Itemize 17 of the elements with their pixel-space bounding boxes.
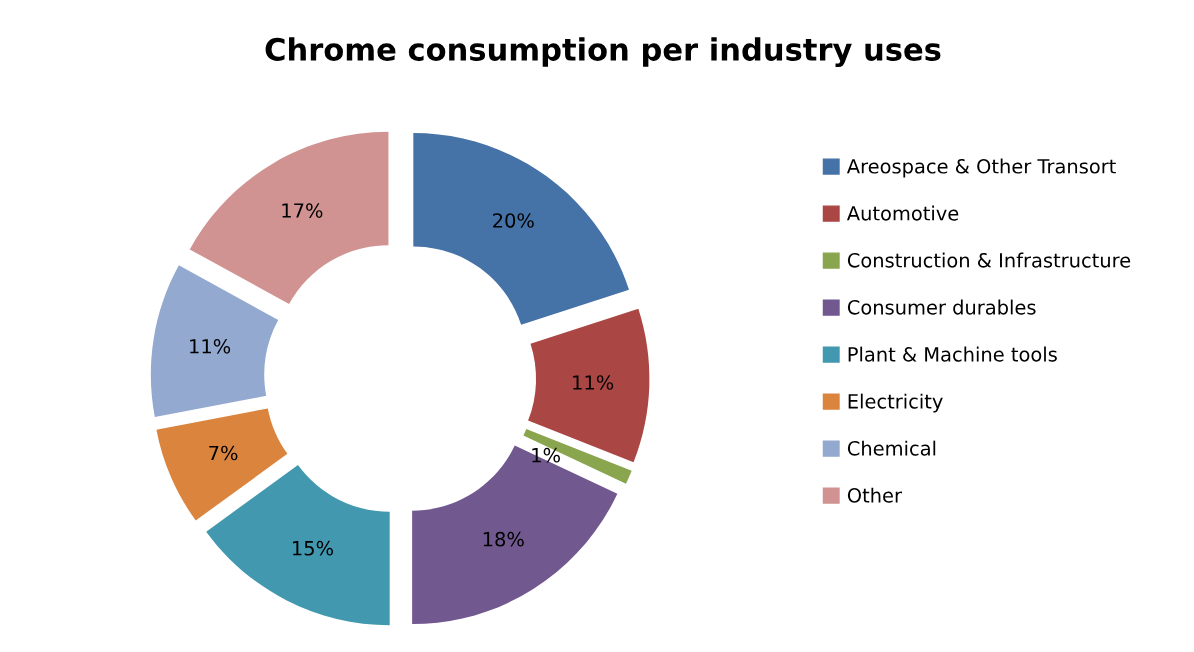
data-label: 1% [532, 447, 560, 463]
data-label: 11% [190, 338, 231, 354]
legend-label: Electricity [848, 393, 943, 413]
legend-label: Chemical [847, 440, 936, 456]
data-label: 20% [493, 213, 534, 228]
legend-label: Plant & Machine tools [848, 346, 1057, 362]
legend-label: Areospace & Other Transort [846, 158, 1116, 178]
data-label: 18% [483, 531, 524, 547]
data-label: 11% [573, 375, 614, 390]
chart-title: Chrome consumption per industry uses [265, 37, 941, 68]
data-label: 17% [282, 203, 323, 218]
data-label: 15% [293, 540, 334, 556]
legend-label: Construction & Infrastructure [847, 252, 1131, 268]
legend-label: Other [847, 487, 902, 503]
data-label: 7% [209, 445, 238, 461]
legend-label: Consumer durables [847, 299, 1036, 315]
legend-label: Automotive [846, 205, 959, 221]
